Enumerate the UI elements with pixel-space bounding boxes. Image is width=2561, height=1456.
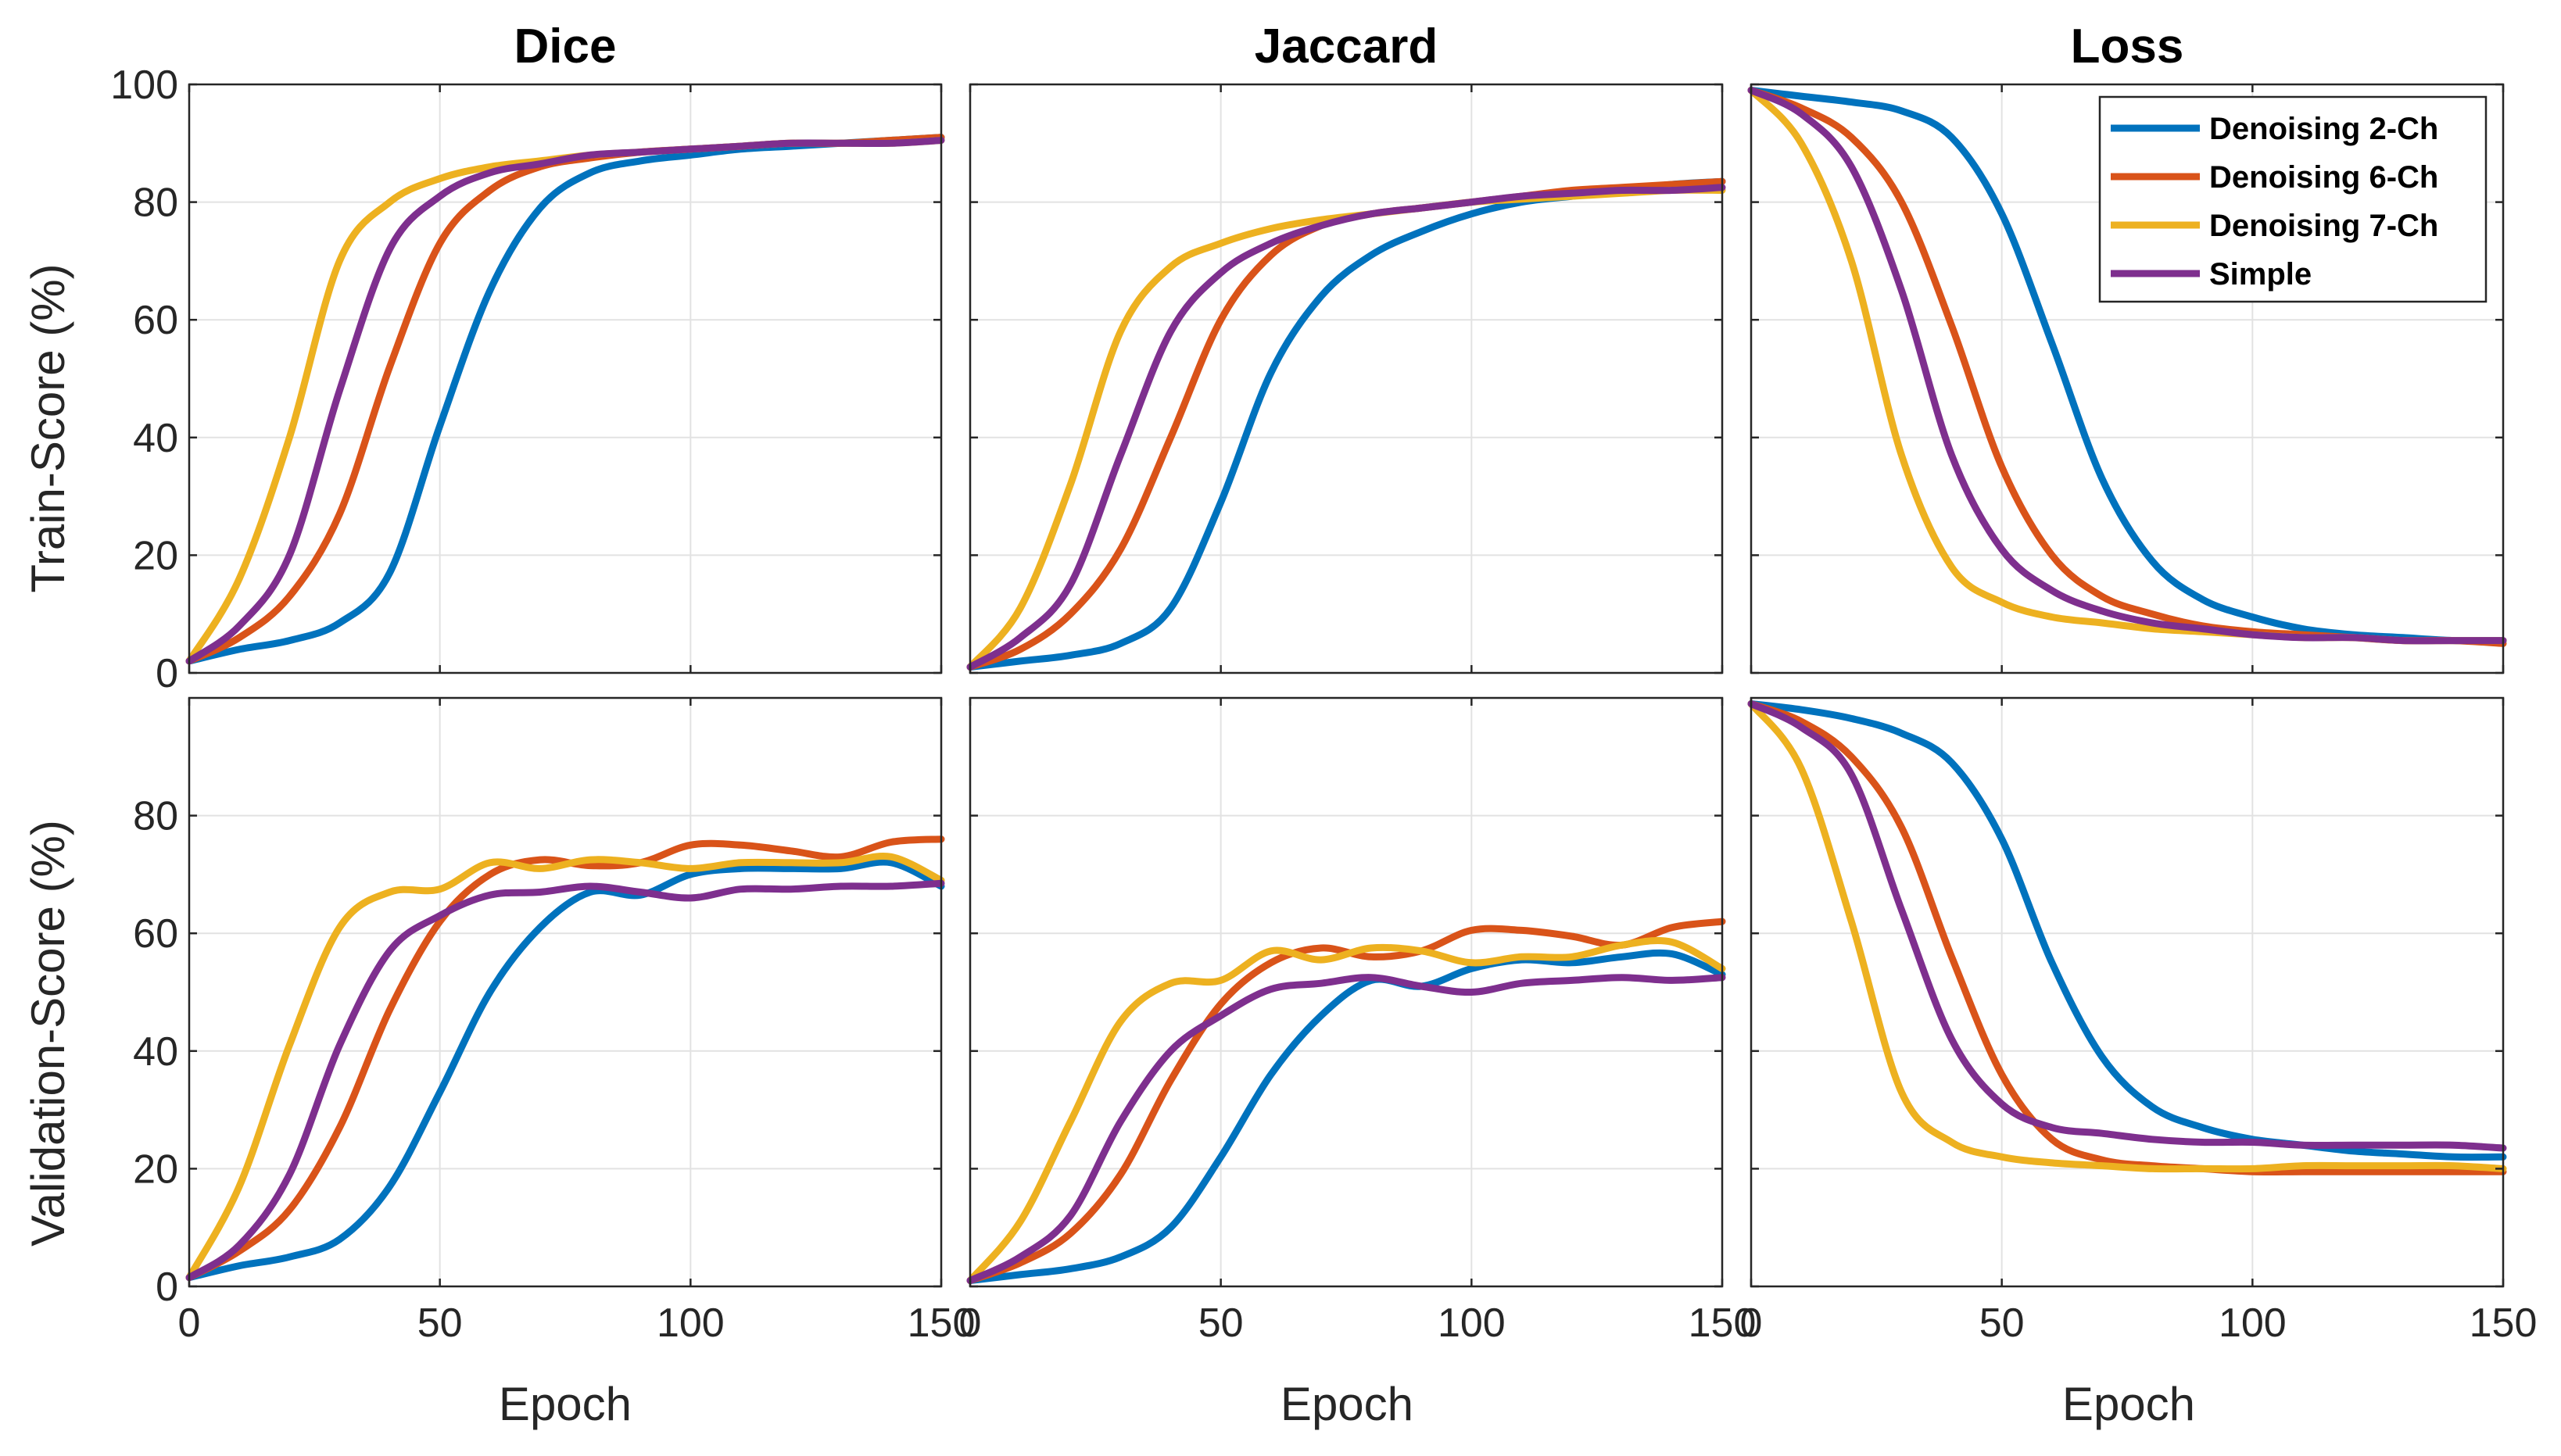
y-tick-label: 0	[156, 1265, 178, 1310]
y-tick-label: 60	[133, 298, 178, 343]
y-tick-label: 40	[133, 1029, 178, 1075]
x-axis-label-dice: Epoch	[499, 1378, 632, 1430]
x-tick-label: 0	[959, 1300, 982, 1346]
plot-area	[970, 84, 1722, 673]
chart-panels: 0 20 40 60 80 100 Dice Jaccard Loss 0 20 40 60 80 0 50 1…	[110, 20, 2537, 1346]
y-tick-label: 60	[133, 911, 178, 957]
axes-frame	[188, 696, 943, 1288]
panel-train-jaccard: Jaccard	[966, 20, 1726, 674]
panel-validation-jaccard: 0 50 100 150	[959, 696, 1757, 1346]
series-line-denoising-6-ch	[966, 918, 1726, 1284]
series-line-simple	[185, 879, 945, 1282]
series-line-simple	[1747, 700, 2507, 1152]
x-tick-label: 0	[178, 1300, 201, 1346]
y-tick-label: 20	[133, 533, 178, 578]
y-tick-label: 20	[133, 1147, 178, 1192]
x-tick-label: 150	[1689, 1300, 1757, 1346]
series-line-denoising-2-ch	[1747, 700, 2507, 1161]
panel-validation-dice: 0 20 40 60 80 0 50 100 150	[133, 696, 976, 1346]
x-axis-label-jaccard: Epoch	[1280, 1378, 1413, 1430]
series-line-denoising-7-ch	[966, 937, 1726, 1284]
axes-frame	[969, 83, 1724, 674]
series-line-simple	[185, 137, 945, 665]
row-label-validation: Validation-Score (%)	[22, 820, 74, 1247]
series-line-denoising-2-ch	[185, 858, 945, 1282]
x-axis-label-loss: Epoch	[2062, 1378, 2195, 1430]
axes-frame	[188, 83, 943, 674]
panel-validation-loss: 0 50 100 150	[1740, 696, 2538, 1346]
y-tick-label: 40	[133, 416, 178, 461]
panel-title: Dice	[514, 20, 617, 73]
row-label-train: Train-Score (%)	[22, 263, 74, 592]
chart-legend: Denoising 2-Ch Denoising 6-Ch Denoising 7-…	[2098, 95, 2488, 303]
y-tick-label: 80	[133, 794, 178, 839]
legend-label: Simple	[2209, 257, 2312, 292]
y-tick-label: 100	[110, 63, 178, 108]
legend-label: Denoising 7-Ch	[2209, 209, 2438, 243]
x-tick-label: 100	[657, 1300, 725, 1346]
x-tick-label: 0	[1740, 1300, 1763, 1346]
x-tick-label: 100	[1438, 1300, 1506, 1346]
y-tick-label: 80	[133, 181, 178, 226]
legend-label: Denoising 6-Ch	[2209, 160, 2438, 195]
series-line-denoising-7-ch	[1747, 700, 2507, 1173]
legend-item: Simple	[2111, 257, 2312, 292]
panel-title: Loss	[2071, 20, 2184, 73]
plot-area	[189, 698, 941, 1286]
series-line-simple	[966, 974, 1726, 1284]
series-line-denoising-6-ch	[185, 835, 945, 1282]
axes-frame	[1750, 83, 2505, 674]
x-tick-label: 150	[908, 1300, 976, 1346]
axes-frame	[1750, 696, 2505, 1288]
x-tick-label: 50	[417, 1300, 463, 1346]
series-line-denoising-2-ch	[966, 949, 1726, 1284]
x-tick-label: 50	[1979, 1300, 2025, 1346]
legend-item: Denoising 6-Ch	[2111, 160, 2438, 195]
series-line-denoising-6-ch	[1747, 700, 2507, 1175]
legend-label: Denoising 2-Ch	[2209, 112, 2438, 146]
x-tick-label: 100	[2219, 1300, 2287, 1346]
legend-item: Denoising 2-Ch	[2111, 112, 2438, 146]
axes-frame	[969, 696, 1724, 1288]
plot-area	[1751, 698, 2503, 1286]
y-tick-label: 0	[156, 651, 178, 696]
series-line-denoising-7-ch	[185, 853, 945, 1282]
x-tick-label: 50	[1198, 1300, 1244, 1346]
legend-item: Denoising 7-Ch	[2111, 209, 2438, 243]
series-line-simple	[1747, 87, 2507, 645]
panel-train-dice: 0 20 40 60 80 100 Dice	[110, 20, 945, 696]
x-tick-label: 150	[2470, 1300, 2538, 1346]
panel-title: Jaccard	[1255, 20, 1438, 73]
series-line-simple	[966, 184, 1726, 671]
